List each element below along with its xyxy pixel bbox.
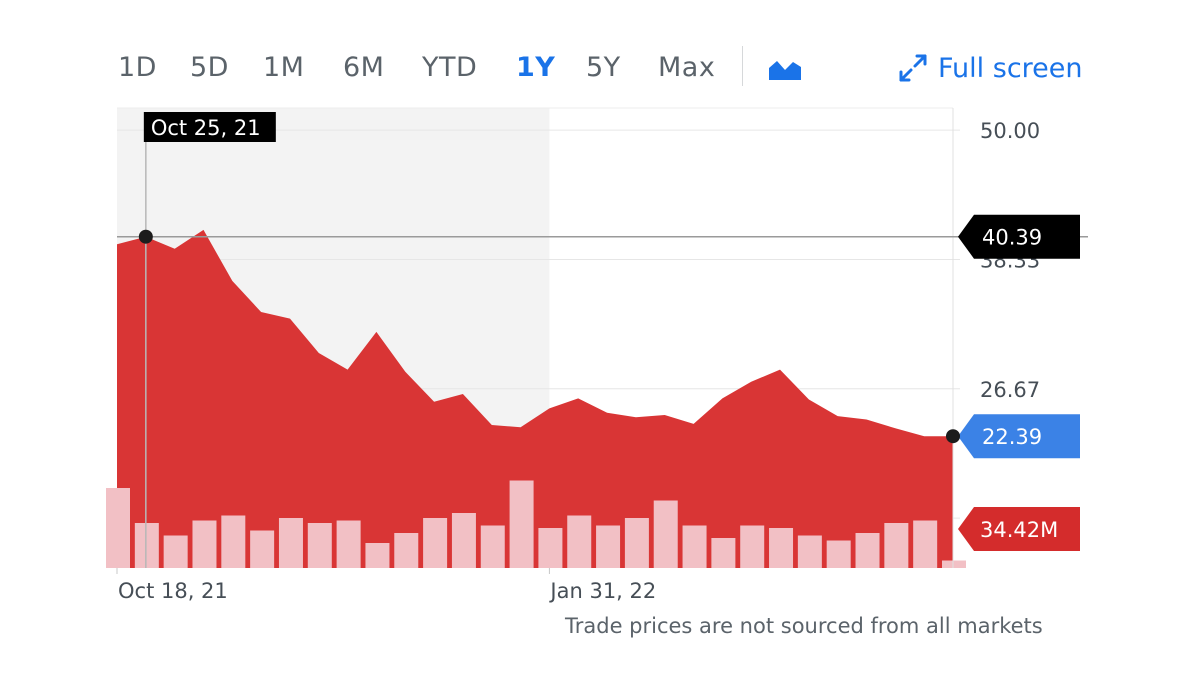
volume-bar bbox=[163, 535, 188, 568]
range-ytd-button[interactable]: YTD bbox=[422, 52, 478, 83]
y-tick-label: 26.67 bbox=[980, 378, 1040, 402]
volume-bar bbox=[567, 515, 592, 568]
volume-bar bbox=[365, 543, 390, 568]
hover-value-flag bbox=[958, 214, 1080, 259]
volume-label: 34.42M bbox=[980, 518, 1058, 542]
volume-flag bbox=[958, 507, 1080, 551]
volume-bar bbox=[307, 523, 332, 568]
volume-bar bbox=[192, 520, 217, 568]
hover-date-label: Oct 25, 21 bbox=[151, 116, 261, 140]
x-tick-label: Oct 18, 21 bbox=[118, 579, 228, 603]
range-5y-button[interactable]: 5Y bbox=[586, 52, 621, 83]
current-point-marker bbox=[946, 429, 960, 444]
range-1m-button[interactable]: 1M bbox=[263, 52, 305, 83]
volume-bar bbox=[250, 530, 275, 568]
volume-bar bbox=[884, 523, 909, 568]
volume-bar bbox=[221, 515, 246, 568]
hover-point-marker bbox=[138, 229, 153, 244]
current-price-label: 22.39 bbox=[982, 425, 1042, 449]
volume-bar bbox=[451, 513, 476, 568]
volume-bar bbox=[682, 525, 707, 568]
volume-bar bbox=[336, 520, 361, 568]
hover-date-flag bbox=[143, 112, 276, 142]
range-6m-button[interactable]: 6M bbox=[343, 52, 385, 83]
volume-bar bbox=[740, 525, 765, 568]
price-area bbox=[117, 229, 953, 568]
expand-arrows-icon bbox=[899, 54, 927, 82]
time-range-selector: 1D 5D 1M 6M YTD 1Y 5Y Max Full screen bbox=[0, 0, 1200, 100]
volume-bar bbox=[711, 538, 736, 568]
range-max-button[interactable]: Max bbox=[658, 52, 716, 83]
x-axis-labels: Oct 18, 21 Jan 31, 22 bbox=[116, 568, 656, 603]
volume-bar bbox=[538, 528, 563, 568]
volume-bar bbox=[797, 535, 822, 568]
volume-bar bbox=[769, 528, 794, 568]
volume-bar bbox=[942, 560, 966, 568]
volume-bar bbox=[394, 533, 419, 568]
chart-type-button[interactable] bbox=[766, 56, 804, 82]
range-1y-button[interactable]: 1Y bbox=[516, 52, 556, 83]
toolbar-divider bbox=[742, 46, 743, 86]
volume-bar bbox=[855, 533, 880, 568]
volume-bar bbox=[624, 518, 649, 568]
volume-bar bbox=[134, 523, 159, 568]
y-tick-label: 50.00 bbox=[980, 119, 1040, 143]
volume-bar bbox=[653, 500, 678, 568]
mountain-chart-icon bbox=[769, 61, 801, 80]
fullscreen-button[interactable]: Full screen bbox=[898, 50, 1083, 86]
volume-bar bbox=[423, 518, 448, 568]
volume-bar bbox=[509, 480, 534, 568]
current-price-flag bbox=[958, 414, 1080, 459]
volume-bar bbox=[596, 525, 621, 568]
volume-bar bbox=[913, 520, 938, 568]
volume-bars bbox=[106, 480, 966, 568]
volume-bar bbox=[826, 540, 851, 568]
hover-value-label: 40.39 bbox=[982, 226, 1042, 250]
range-1d-button[interactable]: 1D bbox=[118, 52, 157, 83]
fullscreen-label: Full screen bbox=[938, 52, 1083, 84]
range-5d-button[interactable]: 5D bbox=[190, 52, 229, 83]
volume-bar bbox=[278, 518, 303, 568]
volume-bar bbox=[106, 488, 130, 568]
footnote: Trade prices are not sourced from all ma… bbox=[565, 614, 1043, 638]
volume-bar bbox=[480, 525, 505, 568]
x-tick-label: Jan 31, 22 bbox=[548, 579, 656, 603]
crosshair-overlay: Oct 25, 21 40.39 22.39 34.42M bbox=[117, 112, 1088, 568]
